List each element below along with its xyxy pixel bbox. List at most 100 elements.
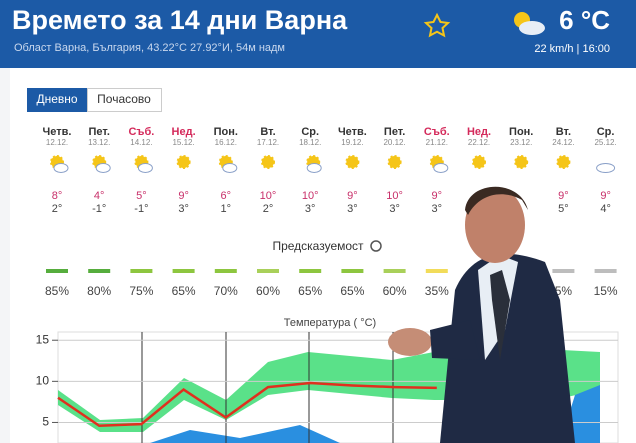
day-date: 18.12. (299, 138, 321, 147)
y-tick-label: 15 (36, 332, 50, 346)
weather-icon (261, 155, 275, 169)
predictability-value: 65% (340, 284, 364, 298)
weather-icon (176, 155, 191, 169)
day-date: 24.12. (552, 138, 574, 147)
predictability-title: Предсказуемост (272, 239, 364, 253)
predictability-value: 75% (129, 284, 153, 298)
weather-icon (472, 155, 486, 169)
temp-high: 9° (432, 190, 443, 202)
predictability-value: 5% (555, 284, 573, 298)
predictability-bar (425, 269, 448, 273)
day-date: 23.12. (510, 138, 532, 147)
weather-icon (514, 155, 529, 169)
weather-icon (387, 155, 402, 169)
tab-label[interactable]: Дневно (36, 92, 77, 106)
day-name: Пон. (509, 126, 533, 138)
temp-high: 9° (347, 190, 358, 202)
predictability-value: 85% (45, 284, 69, 298)
temp-low: 4° (600, 203, 611, 215)
temp-high: 5° (136, 190, 147, 202)
predictability-value: 65% (298, 284, 322, 298)
day-name: Четв. (43, 126, 72, 138)
day-name: Нед. (172, 126, 196, 138)
temp-low: 2° (263, 203, 274, 215)
temp-low: 5° (558, 203, 569, 215)
location-subtitle: Област Варна, България, 43.22°С 27.92°И,… (14, 42, 285, 54)
predictability-bar (552, 269, 575, 273)
temp-low: -1° (134, 203, 148, 215)
temp-high: 4° (94, 190, 105, 202)
temp-high: 9° (558, 190, 569, 202)
predictability-value: 60% (256, 284, 280, 298)
weather-icon (306, 163, 322, 173)
day-date: 19.12. (341, 138, 363, 147)
predictability-bar (46, 269, 68, 273)
page-title: Времето за 14 дни Варна (12, 5, 348, 35)
predictability-value: 35% (425, 284, 449, 298)
weather-icon (137, 163, 153, 173)
predictability-bar (341, 269, 364, 273)
y-tick-label: 5 (42, 415, 49, 429)
temp-high: 9° (178, 190, 189, 202)
day-date: 22.12. (468, 138, 490, 147)
day-date: 13.12. (88, 138, 110, 147)
weather-icon (596, 163, 616, 173)
weather-icon (433, 163, 449, 173)
tab[interactable] (87, 88, 162, 112)
day-date: 16.12. (215, 138, 237, 147)
predictability-value: 70% (214, 284, 238, 298)
weather-icon (53, 163, 69, 173)
temp-low: 3° (389, 203, 400, 215)
predictability-value: 60% (383, 284, 407, 298)
day-name: Четв. (338, 126, 367, 138)
temp-low: 1° (221, 203, 232, 215)
temp-high: 9° (600, 190, 611, 202)
temperature-line (57, 381, 437, 427)
temp-low: 3° (305, 203, 316, 215)
day-name: Ср. (597, 126, 615, 138)
temp-low: 3° (347, 203, 358, 215)
weather-icon (222, 163, 238, 173)
tab-label[interactable]: Почасово (97, 92, 151, 106)
temp-low: -1° (92, 203, 106, 215)
temp-low: 2° (52, 203, 63, 215)
tab-active[interactable] (27, 88, 87, 112)
day-name: Ср. (301, 126, 319, 138)
temp-high: 6° (221, 190, 232, 202)
weather-icon (95, 163, 111, 173)
predictability-bar (383, 269, 406, 273)
temp-high: 10° (260, 190, 277, 202)
day-name: Пон. (214, 126, 238, 138)
day-name: Вт. (556, 126, 571, 138)
precipitation-area (150, 425, 340, 443)
current-weather-icon (514, 12, 545, 35)
temp-high: 10° (386, 190, 403, 202)
day-date: 15.12. (172, 138, 194, 147)
day-date: 12.12. (46, 138, 68, 147)
presenter (388, 186, 575, 443)
day-name: Вт. (260, 126, 275, 138)
y-tick-label: 10 (36, 374, 50, 388)
day-date: 14.12. (130, 138, 152, 147)
day-name: Съб. (128, 126, 154, 138)
predictability-value: 15% (594, 284, 618, 298)
current-temp: 6 °C (559, 5, 610, 35)
predictability-bar (594, 269, 617, 273)
weather-icon (556, 155, 571, 169)
weather-icon (345, 155, 360, 169)
favorite-star[interactable] (423, 12, 451, 38)
day-name: Нед. (467, 126, 491, 138)
day-name: Пет. (89, 126, 110, 138)
predictability-bar (299, 269, 322, 273)
day-name: Пет. (384, 126, 405, 138)
predictability-value: 80% (87, 284, 111, 298)
current-info: 22 km/h | 16:00 (534, 43, 610, 55)
predictability-value: 65% (172, 284, 196, 298)
day-date: 17.12. (257, 138, 279, 147)
day-date: 21.12. (426, 138, 448, 147)
predictability-bar (172, 269, 195, 273)
predictability-bar (214, 269, 237, 273)
predictability-bar (130, 269, 153, 273)
chart-title: Температура ( °C) (284, 317, 376, 329)
